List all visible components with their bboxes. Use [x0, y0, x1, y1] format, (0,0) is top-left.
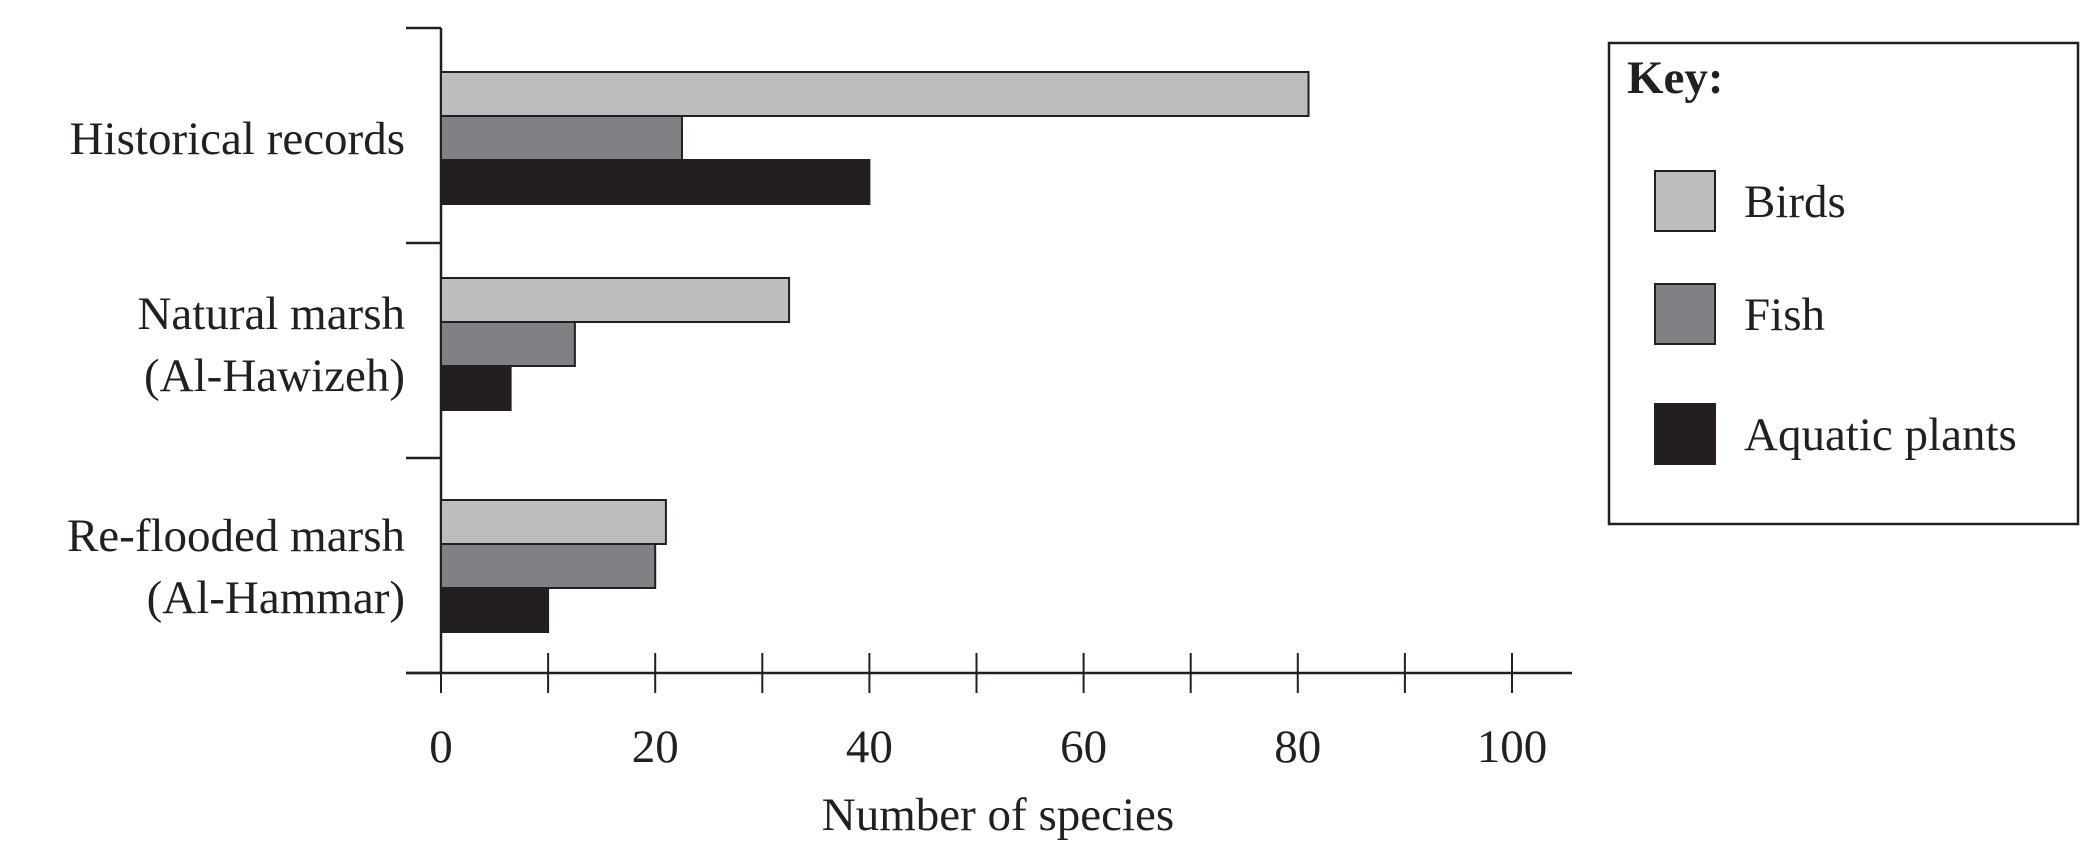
legend-swatch	[1654, 170, 1716, 232]
x-tick-label: 100	[1477, 721, 1548, 773]
bar-birds	[440, 277, 791, 323]
legend-swatch	[1654, 283, 1716, 345]
bar-aquatic-plants	[440, 159, 871, 205]
x-tick-label: 0	[429, 721, 453, 773]
x-tick-label: 60	[1060, 721, 1107, 773]
category-label: (Al-Hawizeh)	[144, 350, 405, 402]
bar-fish	[440, 321, 576, 367]
category-label: Natural marsh	[137, 288, 405, 340]
category-label: (Al-Hammar)	[147, 572, 405, 624]
bar-fish	[440, 543, 657, 589]
bar-birds	[440, 71, 1310, 117]
legend-label: Birds	[1744, 176, 1846, 228]
y-axis-ticks	[406, 26, 441, 675]
x-tick-label: 80	[1274, 721, 1321, 773]
category-label: Re-flooded marsh	[67, 510, 405, 562]
bar-birds	[440, 499, 667, 545]
x-axis-title: Number of species	[822, 789, 1174, 841]
legend-items: Birds Fish Aquatic plants	[1654, 170, 2017, 465]
bar-aquatic-plants	[440, 365, 512, 411]
legend-label: Aquatic plants	[1744, 409, 2017, 461]
bar-fish	[440, 115, 683, 161]
legend-swatch	[1654, 403, 1716, 465]
bars	[440, 71, 1310, 633]
category-label: Historical records	[70, 113, 405, 165]
bar-aquatic-plants	[440, 587, 550, 633]
x-tick-label: 40	[846, 721, 893, 773]
legend-title: Key:	[1627, 52, 1724, 104]
x-tick-label: 20	[632, 721, 679, 773]
legend: Key: Birds Fish Aquatic plants	[1607, 41, 2080, 526]
legend-label: Fish	[1744, 289, 1825, 341]
x-axis-ticks: 0 20 40 60 80 100	[429, 653, 1547, 773]
category-labels: Historical records Natural marsh (Al-Hawiz…	[67, 113, 405, 624]
